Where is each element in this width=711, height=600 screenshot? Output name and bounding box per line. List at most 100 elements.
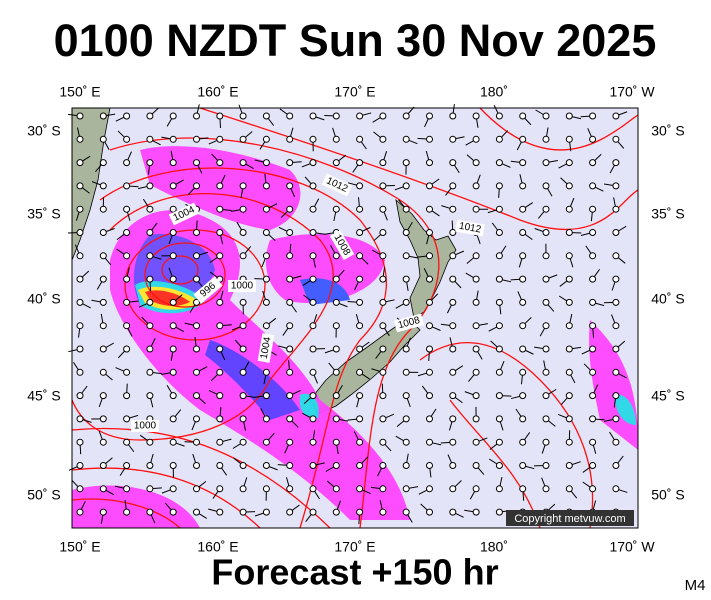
station [99, 508, 107, 516]
station [542, 298, 550, 306]
copyright: Copyright metvuw.com [514, 513, 625, 525]
station [76, 275, 84, 283]
station [542, 345, 550, 353]
station [332, 392, 340, 400]
station [309, 392, 317, 400]
station [472, 159, 480, 167]
station [519, 392, 527, 400]
station [146, 252, 154, 260]
station [519, 368, 527, 376]
isobar-label-box [321, 173, 353, 197]
station [495, 182, 503, 190]
station [542, 275, 550, 283]
lat-label: 45˚ S [651, 388, 684, 404]
station [286, 205, 294, 213]
station [402, 182, 410, 190]
copyright-box [506, 510, 634, 526]
station [426, 182, 433, 190]
station [472, 205, 480, 213]
station [612, 485, 620, 493]
station [565, 135, 573, 143]
station [286, 182, 294, 190]
station [286, 275, 294, 283]
station [565, 252, 573, 260]
station [146, 508, 154, 516]
station [332, 275, 340, 283]
station [286, 345, 294, 353]
station [123, 182, 131, 190]
station [472, 368, 480, 376]
station [169, 345, 177, 353]
station [519, 298, 527, 306]
lon-label: 170˚ W [609, 539, 655, 555]
station [123, 205, 131, 213]
lat-label: 30˚ S [27, 123, 60, 139]
station [356, 485, 364, 493]
station [262, 415, 270, 423]
station [286, 252, 294, 260]
model-label: M4 [685, 577, 706, 594]
station [146, 438, 154, 446]
frame [71, 107, 639, 529]
station [99, 112, 107, 120]
precip [145, 290, 190, 306]
station [402, 205, 410, 213]
station [123, 159, 131, 167]
station [519, 135, 527, 143]
station [402, 485, 410, 493]
station [472, 322, 480, 330]
station [402, 275, 410, 283]
station [449, 392, 457, 400]
station [193, 298, 200, 306]
station [356, 345, 364, 353]
station [332, 368, 340, 376]
station [589, 322, 597, 330]
station [449, 462, 457, 469]
station [379, 345, 387, 353]
station [542, 182, 550, 190]
station [612, 182, 620, 190]
station [146, 462, 154, 469]
station [495, 322, 503, 330]
isobar-label-box [168, 202, 200, 226]
station [426, 438, 433, 446]
station [146, 182, 154, 190]
station [565, 159, 573, 167]
station [309, 345, 317, 353]
station [123, 135, 131, 143]
station [542, 485, 550, 493]
lat-label: 50˚ S [27, 487, 60, 503]
station [193, 112, 200, 120]
station [286, 392, 294, 400]
station [589, 462, 597, 469]
precip [265, 234, 385, 304]
isobar-label: 1000 [231, 281, 254, 292]
station [542, 159, 550, 167]
station [589, 275, 597, 283]
station [286, 368, 294, 376]
station [99, 438, 107, 446]
precip [299, 393, 319, 419]
station [449, 508, 457, 516]
station [169, 298, 177, 306]
station [193, 508, 200, 516]
lat-label: 35˚ S [651, 206, 684, 222]
station [239, 485, 247, 493]
isobar-label: 1004 [259, 336, 274, 360]
station [262, 275, 270, 283]
station [309, 135, 317, 143]
station [169, 485, 177, 493]
station [169, 415, 177, 423]
lat-label: 50˚ S [651, 487, 684, 503]
lon-label: 180˚ [480, 84, 508, 100]
station [76, 205, 84, 213]
station [589, 182, 597, 190]
station [565, 182, 573, 190]
station [332, 112, 340, 120]
precip [614, 394, 636, 425]
station [169, 275, 177, 283]
isobar-label-group: 1012 [455, 219, 485, 237]
station [449, 485, 457, 493]
station [379, 275, 387, 283]
